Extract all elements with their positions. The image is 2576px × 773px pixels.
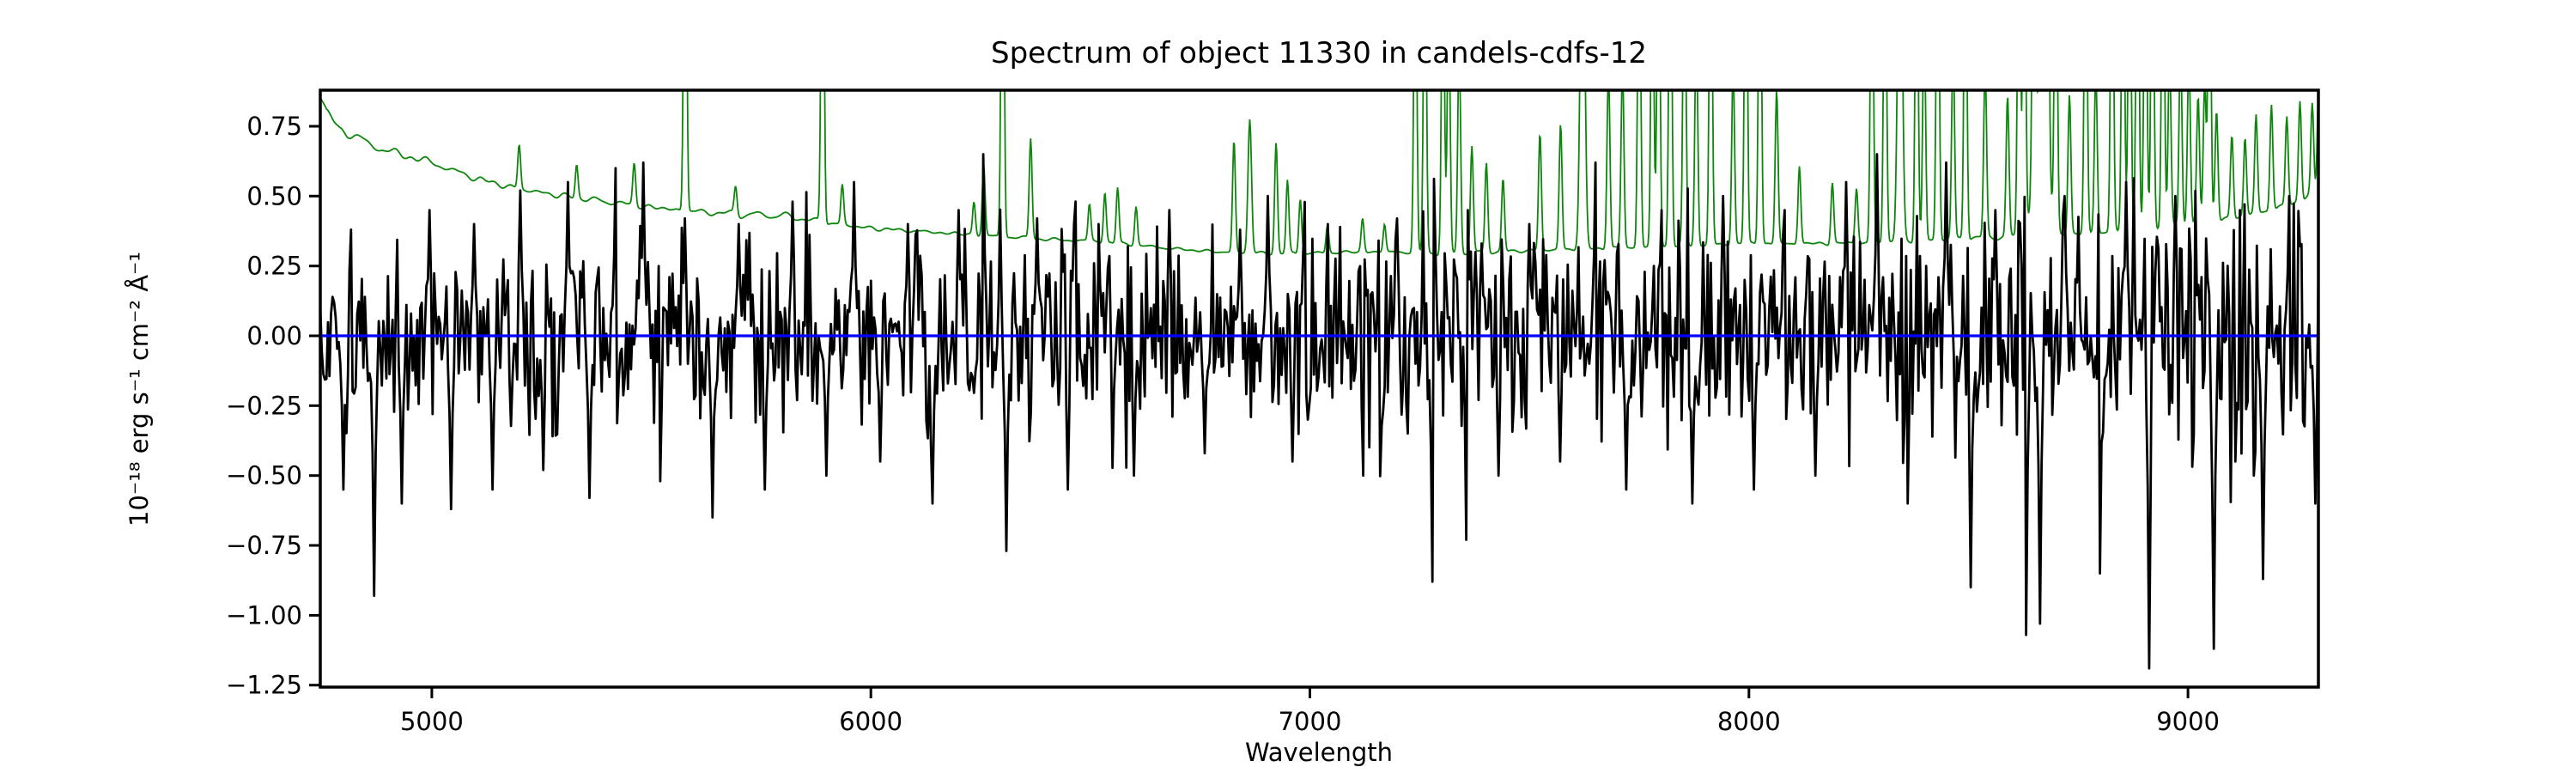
y-tick-label: 0.00 bbox=[246, 321, 302, 350]
chart-title: Spectrum of object 11330 in candels-cdfs… bbox=[991, 36, 1647, 70]
x-tick-label: 9000 bbox=[2156, 707, 2220, 736]
y-tick-label: 0.25 bbox=[246, 252, 302, 281]
plot-border bbox=[319, 88, 2320, 689]
x-axis-ticks: 5000 6000 7000 8000 9000 bbox=[400, 687, 2220, 736]
y-axis-label: 10⁻¹⁸ erg s⁻¹ cm⁻² Å⁻¹ bbox=[125, 252, 154, 526]
x-tick-label: 5000 bbox=[400, 707, 464, 736]
y-tick-label: −0.75 bbox=[226, 531, 302, 560]
y-tick-label: 0.50 bbox=[246, 181, 302, 210]
y-tick-label: −1.00 bbox=[226, 600, 302, 630]
x-tick-label: 6000 bbox=[839, 707, 902, 736]
sky-spectrum-line bbox=[320, 90, 2318, 257]
x-tick-label: 7000 bbox=[1279, 707, 1342, 736]
x-tick-label: 8000 bbox=[1717, 707, 1781, 736]
y-tick-label: −0.50 bbox=[226, 461, 302, 490]
y-tick-label: −1.25 bbox=[226, 671, 302, 700]
y-tick-label: −0.25 bbox=[226, 391, 302, 420]
object-spectrum-line bbox=[320, 153, 2318, 670]
y-axis-ticks: 0.75 0.50 0.25 0.00 −0.25 −0.50 −0.75 −1.00 −1.2… bbox=[226, 112, 320, 700]
x-axis-label: Wavelength bbox=[1245, 738, 1393, 767]
y-tick-label: 0.75 bbox=[246, 112, 302, 141]
